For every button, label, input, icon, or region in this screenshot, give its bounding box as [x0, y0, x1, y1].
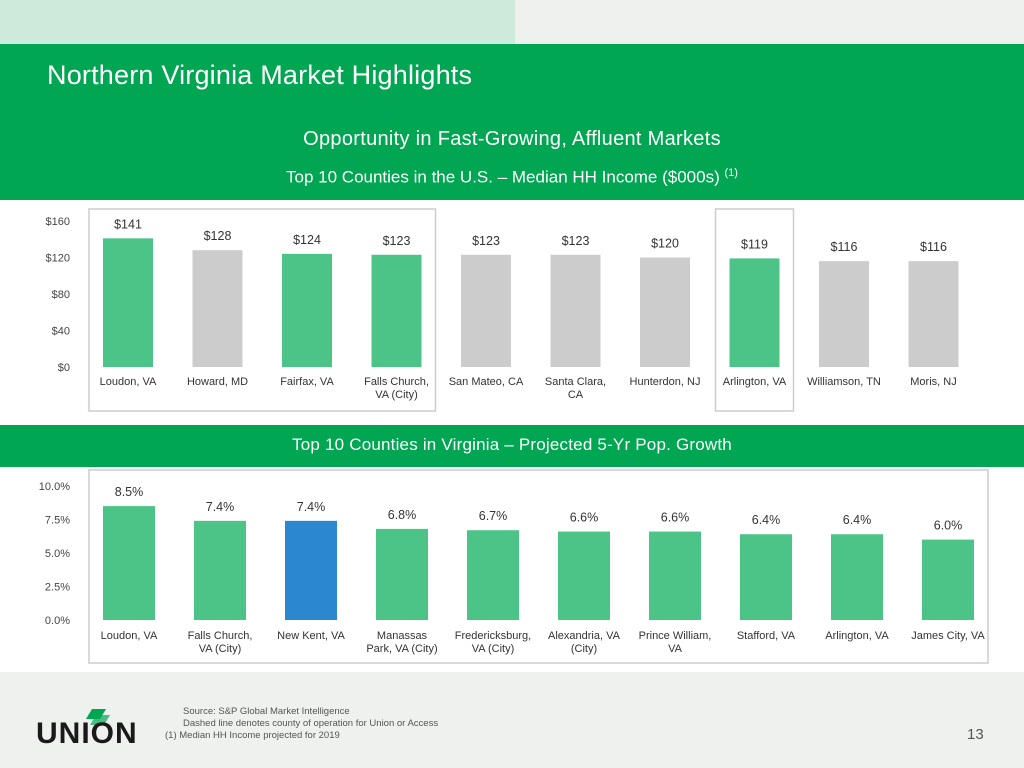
footer-source: Source: S&P Global Market Intelligence: [183, 706, 350, 717]
category-label: Arlington, VA: [723, 376, 787, 388]
category-label: Prince William,: [639, 630, 712, 642]
y-tick-label: $0: [58, 362, 70, 374]
bar: [740, 534, 792, 620]
category-label: Howard, MD: [187, 376, 248, 388]
page-subtitle: Opportunity in Fast-Growing, Affluent Ma…: [303, 128, 721, 150]
highlight-box: [88, 469, 989, 664]
category-label: Arlington, VA: [825, 630, 889, 642]
logo-leaf-icon: [90, 715, 110, 725]
bar: [729, 258, 780, 367]
bar: [908, 261, 959, 367]
bar: [819, 261, 869, 367]
subtitle-band: [0, 110, 1024, 200]
category-label: Falls Church,: [188, 630, 253, 642]
category-label: Santa Clara,: [545, 376, 606, 388]
data-label: $124: [293, 233, 321, 247]
chart1-title-note: (1): [724, 167, 738, 179]
category-label: CA: [568, 389, 584, 401]
data-label: 6.7%: [479, 509, 508, 523]
y-tick-label: 0.0%: [45, 615, 70, 627]
category-label: VA: [668, 643, 683, 655]
footer-note-1: (1) Median HH Income projected for 2019: [165, 730, 340, 741]
data-label: $116: [920, 240, 947, 254]
y-tick-label: $80: [52, 289, 70, 301]
category-label: Moris, NJ: [910, 376, 956, 388]
category-label: Loudon, VA: [101, 630, 158, 642]
bar: [461, 254, 511, 367]
category-label: VA (City): [375, 389, 418, 401]
bar: [550, 254, 601, 367]
bar: [558, 531, 610, 620]
data-label: 7.4%: [206, 500, 235, 514]
highlight-box: [88, 208, 437, 412]
category-label: Manassas: [377, 630, 428, 642]
chart2-title: Top 10 Counties in Virginia – Projected …: [292, 435, 732, 454]
data-label: $120: [651, 237, 679, 251]
category-label: Loudon, VA: [100, 376, 157, 388]
category-label: Stafford, VA: [737, 630, 796, 642]
data-label: 7.4%: [297, 500, 326, 514]
data-label: $123: [562, 234, 590, 248]
data-label: $128: [204, 229, 232, 243]
bar: [640, 257, 690, 367]
y-tick-label: 10.0%: [39, 481, 70, 493]
bar: [282, 253, 332, 367]
y-tick-label: 2.5%: [45, 582, 70, 594]
category-label: Park, VA (City): [366, 643, 437, 655]
bar: [285, 520, 337, 620]
y-tick-label: 7.5%: [45, 515, 70, 527]
data-label: 6.0%: [934, 519, 963, 533]
bar: [467, 530, 519, 620]
category-label: San Mateo, CA: [449, 376, 524, 388]
bar: [376, 528, 428, 620]
bar: [831, 534, 883, 620]
top-tab-decoration: [0, 0, 515, 44]
category-label: Fredericksburg,: [455, 630, 531, 642]
bar: [103, 238, 153, 367]
bar: [192, 250, 243, 367]
data-label: 6.6%: [661, 511, 690, 525]
data-label: $116: [831, 240, 858, 254]
data-label: $123: [383, 234, 411, 248]
category-label: Falls Church,: [364, 376, 429, 388]
category-label: Williamson, TN: [807, 376, 881, 388]
page-number: 13: [967, 726, 984, 743]
bar: [194, 520, 246, 620]
category-label: (City): [571, 643, 597, 655]
bar: [649, 531, 701, 620]
chart2-title-band: [0, 425, 1024, 467]
growth-chart: 0.0% 2.5% 5.0% 7.5% 10.0% 8.5% Loudon, VA 7.4% F…: [39, 469, 989, 664]
union-logo: UNION: [36, 709, 138, 747]
income-chart: $0 $40 $80 $120 $160 $141 Loudon, VA $128 Howard…: [46, 208, 959, 412]
highlight-box: [714, 208, 795, 412]
chart1-title: Top 10 Counties in the U.S. – Median HH …: [0, 167, 1024, 188]
y-tick-label: 5.0%: [45, 548, 70, 560]
footer-note-dashed: Dashed line denotes county of operation …: [183, 718, 439, 729]
data-label: 6.6%: [570, 511, 599, 525]
data-label: $119: [741, 237, 768, 251]
category-label: VA (City): [472, 643, 515, 655]
data-label: 8.5%: [115, 485, 144, 499]
page-title: Northern Virginia Market Highlights: [47, 60, 473, 90]
chart1-title-text: Top 10 Counties in the U.S. – Median HH …: [286, 167, 720, 187]
category-label: Alexandria, VA: [548, 630, 621, 642]
header-bar: [0, 44, 1024, 110]
data-label: 6.4%: [843, 513, 872, 527]
category-label: Fairfax, VA: [280, 376, 334, 388]
y-tick-label: $160: [46, 216, 70, 228]
data-label: $123: [472, 234, 500, 248]
bar: [922, 539, 974, 620]
category-label: VA (City): [199, 643, 242, 655]
data-label: 6.4%: [752, 513, 781, 527]
category-label: New Kent, VA: [277, 630, 345, 642]
category-label: Hunterdon, NJ: [630, 376, 701, 388]
logo-text: UNION: [36, 717, 138, 747]
bar: [103, 506, 155, 620]
data-label: 6.8%: [388, 508, 417, 522]
y-tick-label: $40: [52, 326, 70, 338]
bar: [371, 254, 422, 367]
data-label: $141: [114, 217, 142, 231]
category-label: James City, VA: [911, 630, 985, 642]
y-tick-label: $120: [46, 253, 70, 265]
